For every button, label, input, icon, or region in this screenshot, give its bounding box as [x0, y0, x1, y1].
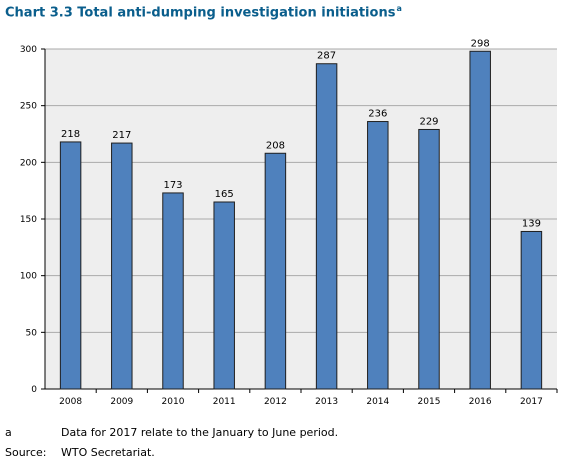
data-label: 217	[112, 130, 131, 141]
x-tick-label: 2014	[366, 397, 389, 407]
bar	[264, 152, 287, 390]
y-tick-label: 100	[20, 272, 37, 282]
bar	[162, 192, 184, 390]
bar	[367, 121, 389, 390]
data-label: 236	[368, 109, 387, 120]
bar	[520, 230, 543, 390]
chart-title: Chart 3.3 Total anti-dumping investigati…	[5, 4, 402, 20]
bar	[213, 201, 235, 390]
bar	[59, 141, 82, 390]
bar	[315, 63, 338, 390]
data-label: 165	[215, 189, 234, 200]
x-tick-label: 2009	[110, 397, 133, 407]
source-key: Source:	[5, 446, 47, 459]
y-tick-label: 250	[20, 102, 37, 112]
x-tick-label: 2017	[520, 397, 543, 407]
data-label: 298	[471, 38, 490, 49]
bar	[469, 50, 491, 390]
chart-title-text: Chart 3.3 Total anti-dumping investigati…	[5, 5, 396, 21]
bar-chart: 0 50 100 150 200 250 300 218 2008 217 2009 173 2010 1…	[20, 38, 558, 407]
data-label: 287	[317, 51, 336, 62]
y-tick-label: 150	[20, 215, 37, 225]
y-tick-label: 50	[26, 328, 38, 338]
data-label: 229	[419, 116, 438, 127]
x-tick-label: 2013	[315, 397, 338, 407]
footnote-key: a	[5, 426, 12, 439]
source-text: WTO Secretariat.	[61, 446, 155, 459]
x-tick-label: 2011	[213, 397, 236, 407]
y-tick-label: 0	[31, 385, 37, 395]
x-tick-label: 2008	[59, 397, 82, 407]
bar	[418, 128, 440, 390]
data-label: 139	[522, 218, 541, 229]
x-tick-label: 2012	[264, 397, 287, 407]
x-tick-label: 2016	[469, 397, 492, 407]
bar	[111, 142, 133, 390]
x-tick-label: 2010	[162, 397, 185, 407]
y-tick-label: 300	[20, 45, 37, 55]
footnote-source: Source: WTO Secretariat.	[5, 446, 155, 459]
data-label: 218	[61, 129, 80, 140]
footnote-text: Data for 2017 relate to the January to J…	[61, 426, 339, 439]
y-tick-label: 200	[20, 158, 37, 168]
data-label: 208	[266, 140, 285, 151]
x-tick-label: 2015	[418, 397, 441, 407]
data-label: 173	[163, 180, 182, 191]
title-footnote-marker: a	[396, 4, 402, 13]
footnote-a: a Data for 2017 relate to the January to …	[5, 426, 338, 439]
